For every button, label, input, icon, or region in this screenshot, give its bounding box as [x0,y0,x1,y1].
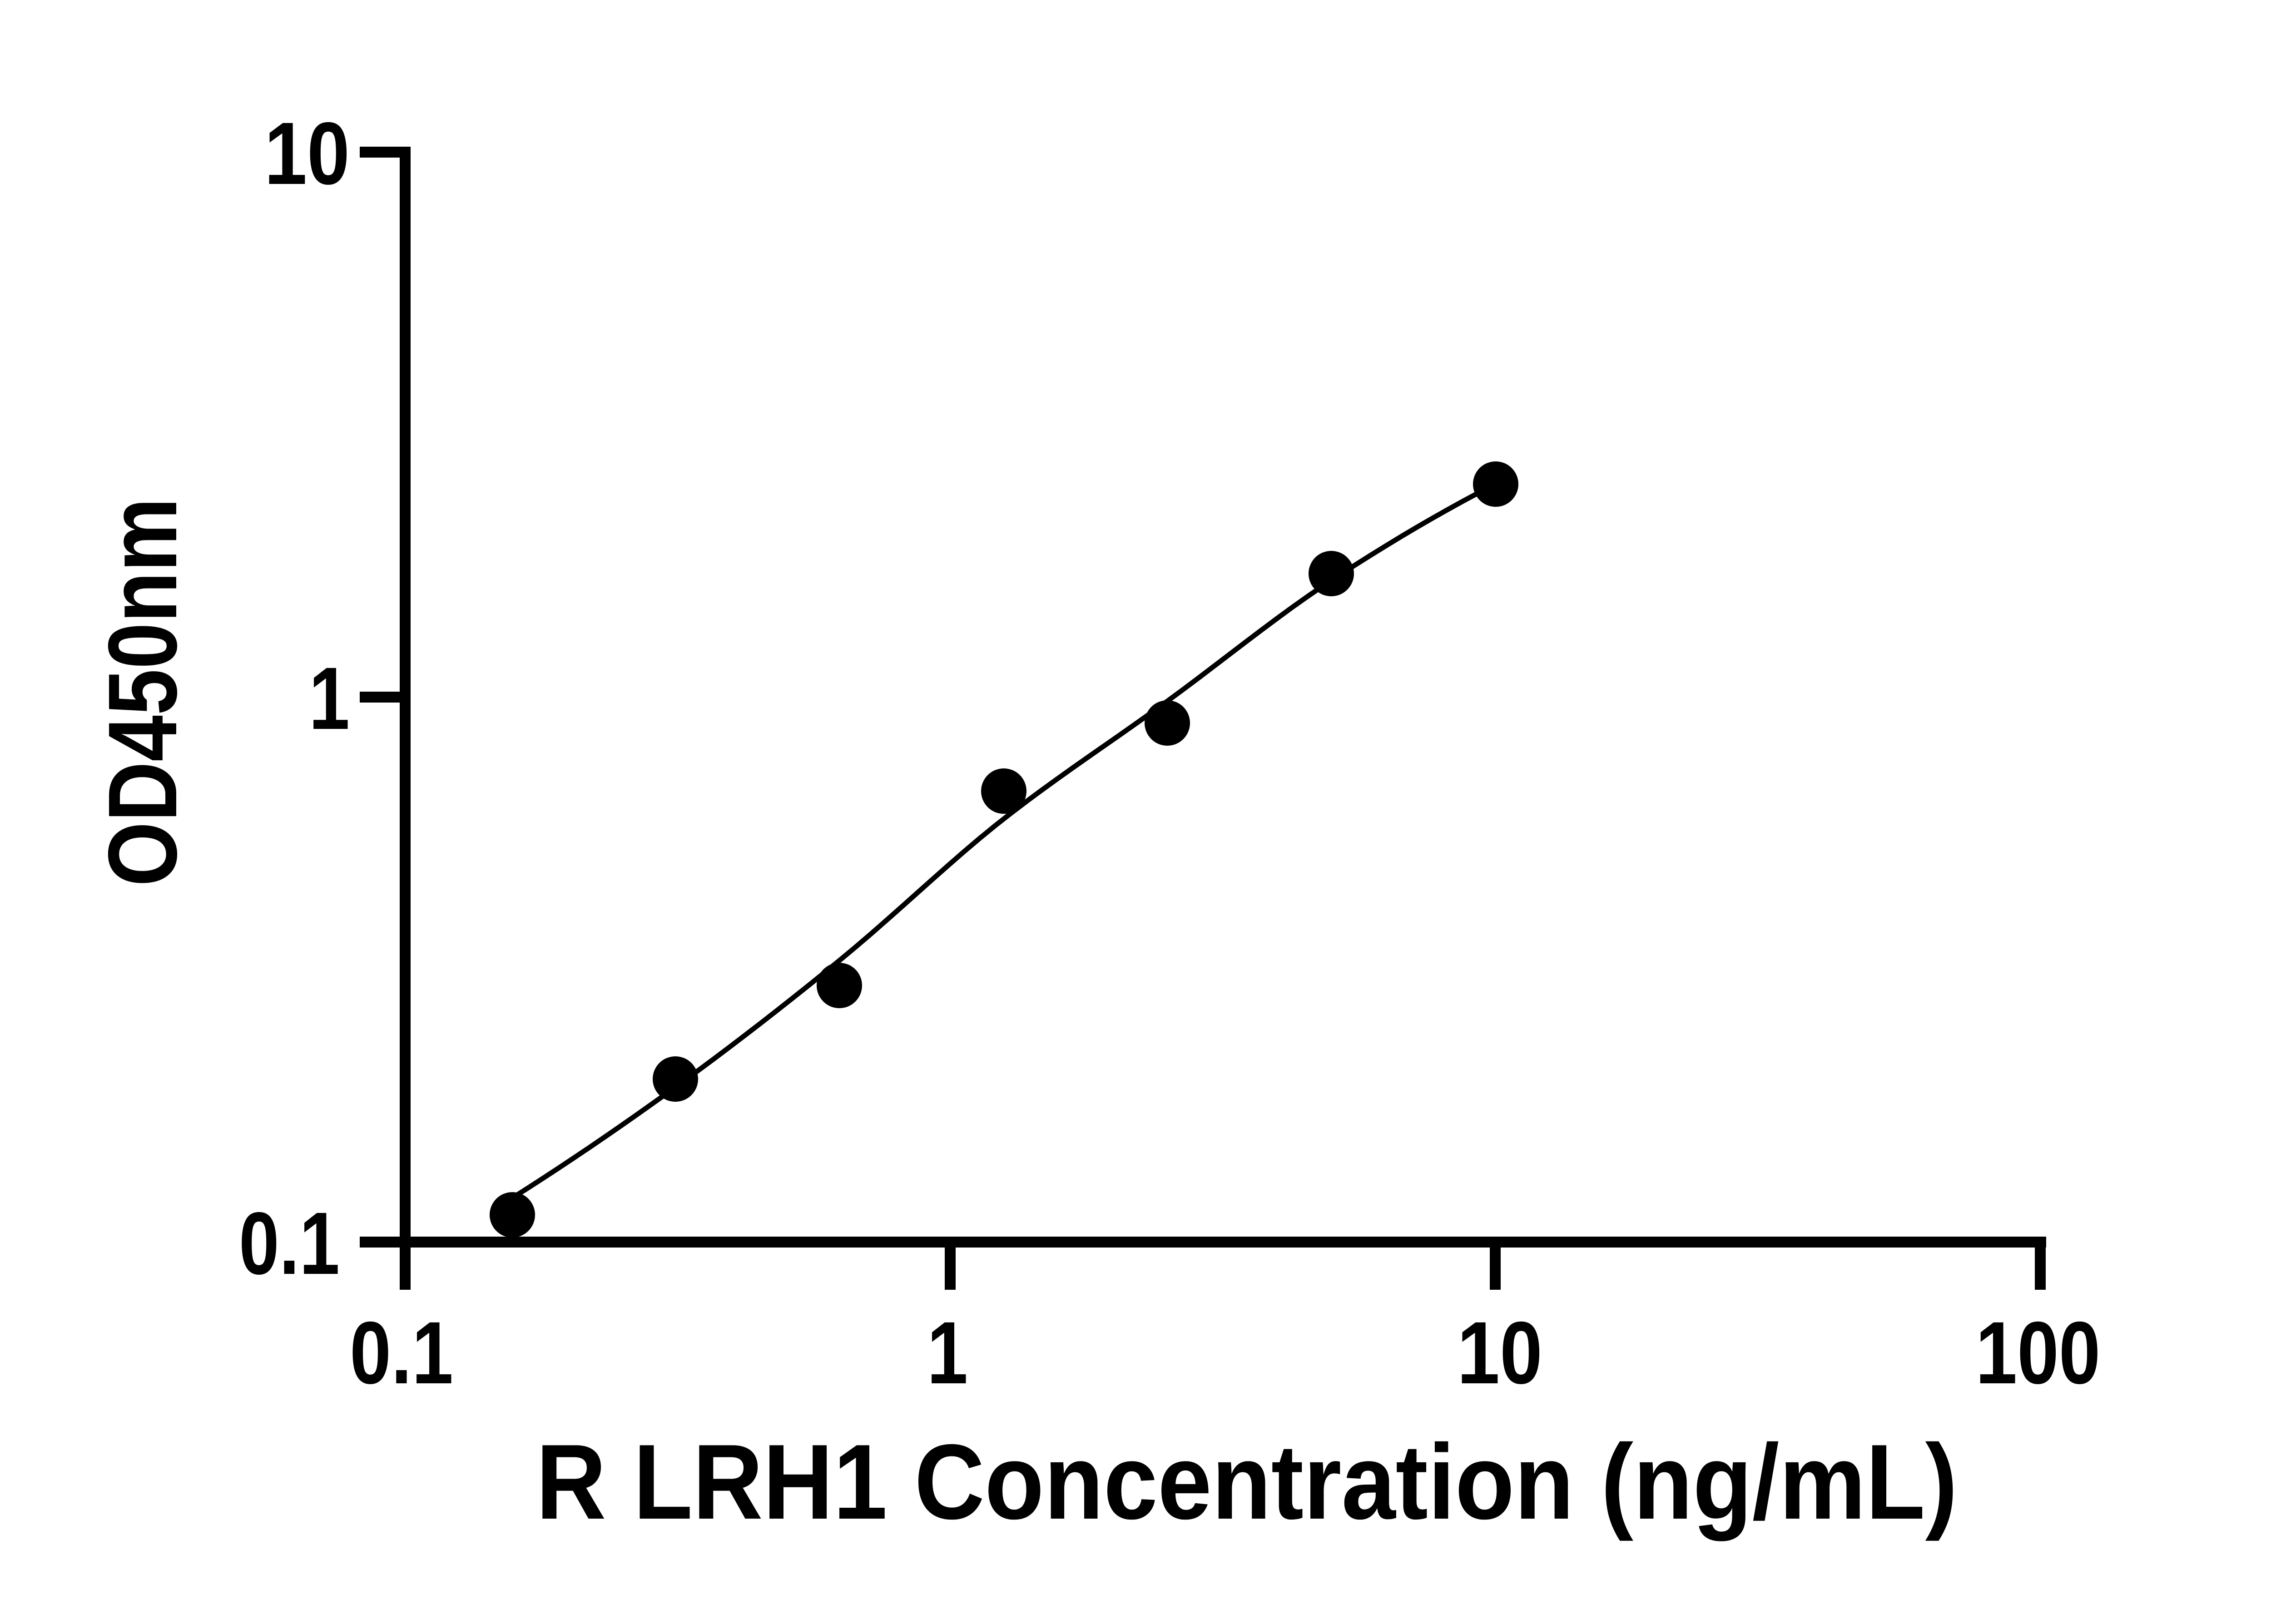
svg-text:1: 1 [309,649,350,748]
svg-text:10: 10 [1457,1303,1542,1402]
svg-text:0.1: 0.1 [350,1303,453,1402]
svg-text:R LRH1 Concentration (ng/mL): R LRH1 Concentration (ng/mL) [536,1422,1958,1541]
svg-text:10: 10 [264,104,350,203]
svg-text:OD450nm: OD450nm [88,498,197,886]
svg-text:100: 100 [1976,1303,2101,1402]
svg-text:1: 1 [927,1303,968,1402]
svg-text:0.1: 0.1 [239,1194,340,1293]
